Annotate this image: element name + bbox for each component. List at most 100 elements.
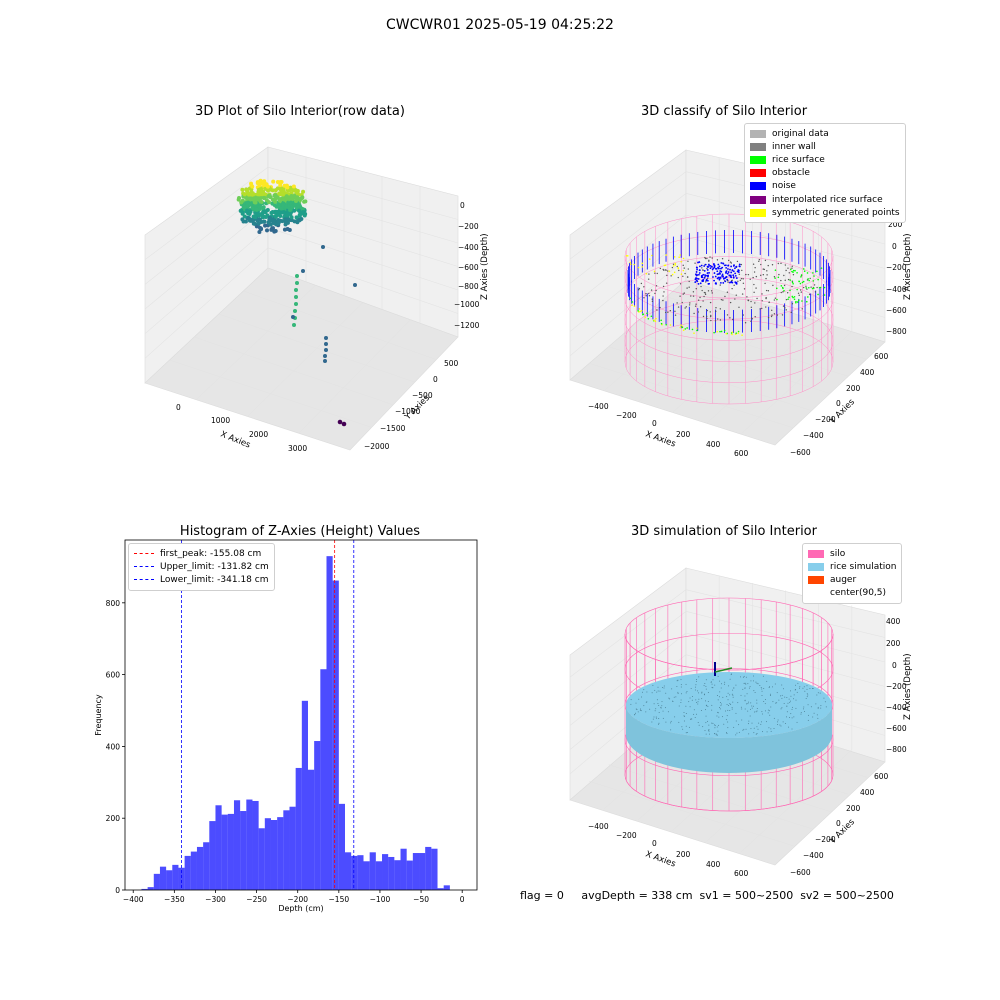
rice-surface-point xyxy=(789,268,792,271)
rice-sim-point xyxy=(718,716,720,718)
original-point xyxy=(650,289,653,291)
rice-sim-point xyxy=(706,705,708,707)
rice-sim-point xyxy=(681,693,683,695)
histogram-bar xyxy=(289,806,296,890)
original-point xyxy=(701,267,703,269)
raw-point xyxy=(273,199,278,204)
rice-sim-point xyxy=(688,701,690,703)
raw-point xyxy=(236,197,241,202)
rice-surface-point xyxy=(792,296,794,299)
symmetric-point xyxy=(648,258,651,260)
original-point xyxy=(655,289,657,292)
original-point xyxy=(686,276,689,278)
noise-point xyxy=(738,265,741,268)
noise-point xyxy=(699,265,701,268)
symmetric-point xyxy=(645,272,648,275)
noise-point xyxy=(697,261,699,264)
symmetric-point xyxy=(668,270,671,272)
rice-sim-point xyxy=(697,701,699,703)
p1-z-label: Z Axies (Depth) xyxy=(480,233,490,300)
rice-sim-point xyxy=(787,702,789,704)
rice-sim-point xyxy=(707,691,709,693)
rice-sim-point xyxy=(773,727,775,729)
rice-sim-point xyxy=(741,708,743,710)
rice-sim-point xyxy=(788,698,790,700)
rice-surface-point xyxy=(802,268,805,270)
rice-sim-point xyxy=(820,707,822,709)
original-point xyxy=(688,304,691,306)
rice-surface-point xyxy=(796,301,799,303)
original-point xyxy=(764,259,767,262)
histogram-bar xyxy=(351,855,358,890)
noise-point xyxy=(712,276,714,278)
rice-sim-point xyxy=(728,705,730,707)
rice-sim-point xyxy=(768,727,770,729)
rice-sim-point xyxy=(638,698,640,700)
rice-sim-point xyxy=(783,703,785,705)
panel2-title: 3D classify of Silo Interior xyxy=(640,104,808,119)
rice-sim-point xyxy=(657,686,659,688)
rice-sim-point xyxy=(768,686,770,688)
rice-sim-point xyxy=(690,718,692,720)
histogram-bar xyxy=(314,741,321,890)
rice-sim-point xyxy=(702,726,704,728)
rice-sim-point xyxy=(752,705,754,707)
p4-z-tick: −400 xyxy=(886,703,907,712)
rice-surface-point xyxy=(793,298,796,301)
rice-sim-point xyxy=(761,688,763,690)
rice-sim-point xyxy=(726,732,728,734)
raw-point xyxy=(294,295,298,299)
noise-point xyxy=(702,273,705,276)
histogram-bar xyxy=(375,861,383,890)
rice-sim-point xyxy=(707,701,709,703)
original-point xyxy=(679,295,681,297)
rice-sim-point xyxy=(728,685,730,687)
original-point xyxy=(752,263,755,265)
noise-point xyxy=(732,265,735,267)
raw-point xyxy=(301,189,306,194)
raw-point xyxy=(255,192,260,197)
original-point xyxy=(747,273,750,276)
surface-point xyxy=(731,333,733,336)
rice-sim-point xyxy=(746,703,748,705)
original-point xyxy=(778,273,780,276)
original-point xyxy=(787,278,790,281)
rice-sim-point xyxy=(776,702,778,704)
rice-sim-point xyxy=(695,678,697,680)
rice-sim-point xyxy=(803,686,805,688)
rice-surface-point xyxy=(801,281,804,284)
histogram-bar xyxy=(295,767,302,890)
rice-sim-point xyxy=(811,687,813,689)
raw-point xyxy=(263,214,268,219)
p2-x-tick: 0 xyxy=(652,419,657,428)
original-point xyxy=(719,319,722,321)
p1-z-tick: −1200 xyxy=(454,321,480,330)
grid-line xyxy=(144,247,269,359)
grid-line xyxy=(569,193,687,284)
histogram-bar xyxy=(178,867,185,890)
grid-line xyxy=(603,290,720,392)
hist-x-tick-label: −350 xyxy=(164,895,185,904)
original-point xyxy=(706,309,708,312)
rice-surface-point xyxy=(820,267,823,269)
original-point xyxy=(740,263,743,266)
rice-sim-point xyxy=(789,701,791,703)
rice-surface-point xyxy=(782,287,784,290)
noise-point xyxy=(721,273,724,276)
raw-point xyxy=(257,205,262,210)
original-point xyxy=(702,269,704,271)
rice-sim-point xyxy=(658,704,660,706)
rice-sim-point xyxy=(712,679,714,681)
rice-sim-point xyxy=(690,688,692,690)
rice-surface-point xyxy=(800,274,803,276)
noise-point xyxy=(697,273,700,276)
raw-point xyxy=(265,228,270,233)
noise-point xyxy=(732,274,735,277)
raw-point xyxy=(258,226,263,231)
rice-sim-point xyxy=(691,699,693,701)
symmetric-point xyxy=(682,269,685,272)
legend-swatch xyxy=(134,566,154,568)
noise-point xyxy=(711,265,713,268)
rice-sim-point xyxy=(685,692,687,694)
hist-x-tick-label: −400 xyxy=(123,895,144,904)
